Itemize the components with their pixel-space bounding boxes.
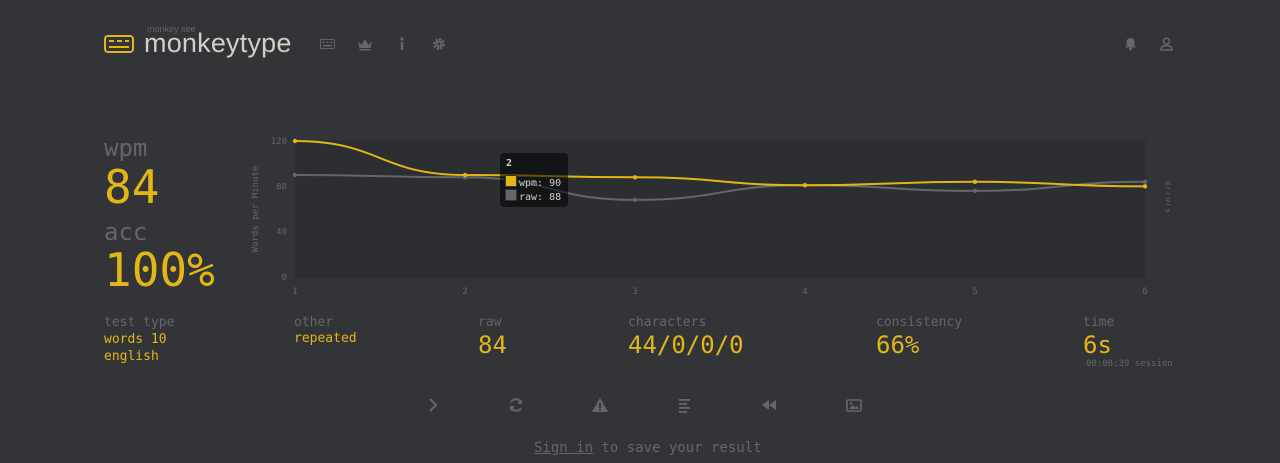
wpm-swatch <box>505 175 517 187</box>
raw-swatch <box>505 189 517 201</box>
y-tick-label: 40 <box>276 228 287 238</box>
characters-value: 44/0/0/0 <box>628 331 744 359</box>
wpm-value: 84 <box>104 160 160 214</box>
wpm-point[interactable] <box>802 183 808 188</box>
wpm-point[interactable] <box>1142 184 1148 189</box>
y-tick-label: 120 <box>271 137 287 147</box>
x-tick-label: 6 <box>1142 287 1147 297</box>
wpm-point[interactable] <box>972 179 978 184</box>
tooltip-title: 2 <box>506 158 513 169</box>
logo-subtitle: monkey see <box>147 24 196 34</box>
raw-value: 84 <box>478 331 507 359</box>
tooltip-wpm-row: wpm: 90 <box>505 175 561 189</box>
keyboard-icon[interactable] <box>320 38 335 50</box>
wpm-point[interactable] <box>462 172 468 178</box>
plot-area <box>295 141 1145 277</box>
y-axis-label: Words per Minute <box>251 166 261 253</box>
signin-link[interactable]: Sign in <box>534 440 594 456</box>
report-test-button[interactable] <box>591 396 609 414</box>
wpm-chart[interactable]: 0 40 80 120 1 2 3 4 5 6 Words per Minute Errors <box>240 130 1170 300</box>
gear-icon[interactable] <box>432 37 446 51</box>
bell-icon[interactable] <box>1124 37 1137 51</box>
x-tick-label: 5 <box>972 287 977 297</box>
other-label: other <box>294 315 334 330</box>
raw-point[interactable] <box>1142 179 1148 184</box>
raw-point[interactable] <box>972 188 978 194</box>
next-test-button[interactable] <box>424 396 442 414</box>
x-tick-label: 4 <box>802 287 807 297</box>
x-tick-label: 1 <box>292 287 297 297</box>
wpm-label: wpm <box>104 134 148 162</box>
logo-icon[interactable] <box>104 35 134 53</box>
test-type-mode: words 10 <box>104 332 167 347</box>
session-time: 00:08:39 session <box>1086 359 1173 369</box>
wpm-point[interactable] <box>632 175 638 180</box>
consistency-label: consistency <box>876 315 963 330</box>
raw-point[interactable] <box>292 172 298 178</box>
other-value: repeated <box>294 331 357 346</box>
user-icon[interactable] <box>1160 37 1173 51</box>
acc-value: 100% <box>104 243 215 297</box>
words-history-button[interactable] <box>676 396 694 414</box>
acc-label: acc <box>104 218 148 246</box>
crown-icon[interactable] <box>357 37 373 51</box>
x-tick-label: 3 <box>632 287 637 297</box>
characters-label: characters <box>628 315 707 330</box>
wpm-point[interactable] <box>292 138 298 144</box>
tooltip-raw-text: raw: 88 <box>519 192 562 203</box>
replay-button[interactable] <box>760 396 778 414</box>
restart-test-button[interactable] <box>507 396 525 414</box>
chart-tooltip: 2 wpm: 90 raw: 88 <box>500 153 568 207</box>
tooltip-raw-row: raw: 88 <box>505 189 561 203</box>
wpm-series-line <box>294 140 1146 188</box>
y-tick-label: 0 <box>282 273 287 283</box>
time-label: time <box>1083 315 1115 330</box>
signin-rest-text: to save your result <box>593 440 762 456</box>
test-type-label: test type <box>104 315 175 330</box>
x-tick-label: 2 <box>462 287 467 297</box>
raw-point[interactable] <box>632 197 638 203</box>
signin-prompt: Sign in to save your result <box>534 440 762 456</box>
screenshot-button[interactable] <box>845 396 863 414</box>
y2-axis-label: Errors <box>1163 181 1170 214</box>
raw-label: raw <box>478 315 502 330</box>
test-type-language: english <box>104 349 159 364</box>
logo-title[interactable]: monkeytype <box>144 28 292 58</box>
tooltip-wpm-text: wpm: 90 <box>519 178 562 189</box>
consistency-value: 66% <box>876 331 920 359</box>
raw-series-line <box>294 174 1146 201</box>
time-value: 6s <box>1083 331 1112 359</box>
y-tick-label: 80 <box>276 182 287 192</box>
info-icon[interactable] <box>399 37 405 51</box>
